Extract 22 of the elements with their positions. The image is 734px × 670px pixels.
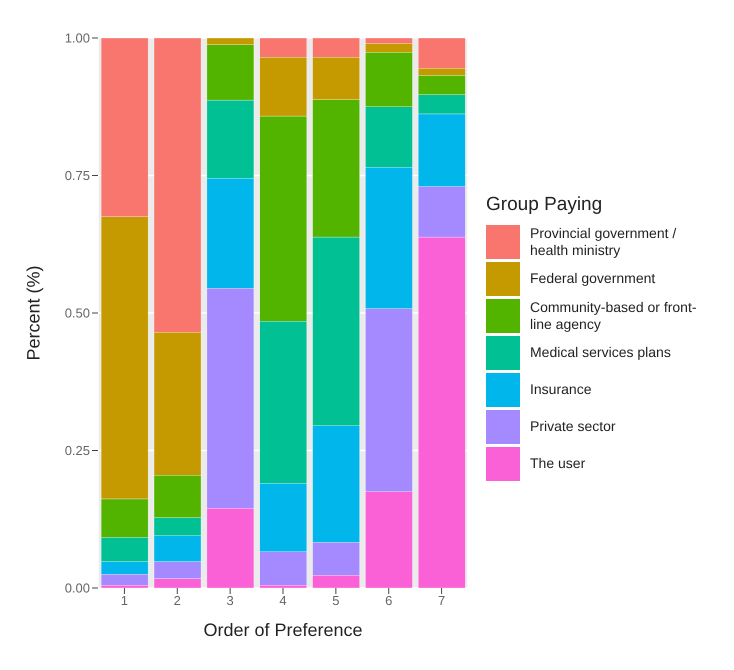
x-tick-label: 4 xyxy=(279,593,287,608)
x-tick-label: 7 xyxy=(438,593,446,608)
text: Private sector xyxy=(530,418,617,435)
y-axis-title: Percent (%) xyxy=(23,265,44,361)
text: Insurance xyxy=(530,381,592,398)
x-axis-title: Order of Preference xyxy=(203,620,363,640)
text: The user xyxy=(530,455,586,472)
y-tick-label: 1.00 xyxy=(64,30,90,46)
y-tick-label: 0.75 xyxy=(64,168,90,184)
x-tick-label: 1 xyxy=(120,593,128,608)
text: Provincial government / health ministry xyxy=(530,224,678,258)
y-tick-label: 0.00 xyxy=(64,580,90,596)
legend-title: Group Paying xyxy=(486,194,604,216)
x-tick-label: 2 xyxy=(174,593,181,608)
y-tick-label: 0.50 xyxy=(64,306,90,321)
text: Federal government xyxy=(530,270,656,287)
x-tick-label: 3 xyxy=(226,593,234,608)
text: Medical services plans xyxy=(530,344,672,361)
x-tick-label: 6 xyxy=(385,593,392,608)
x-tick-label: 5 xyxy=(332,593,340,608)
y-tick-label: 0.25 xyxy=(64,443,90,458)
text: Community-based or front-line agency xyxy=(530,298,698,332)
